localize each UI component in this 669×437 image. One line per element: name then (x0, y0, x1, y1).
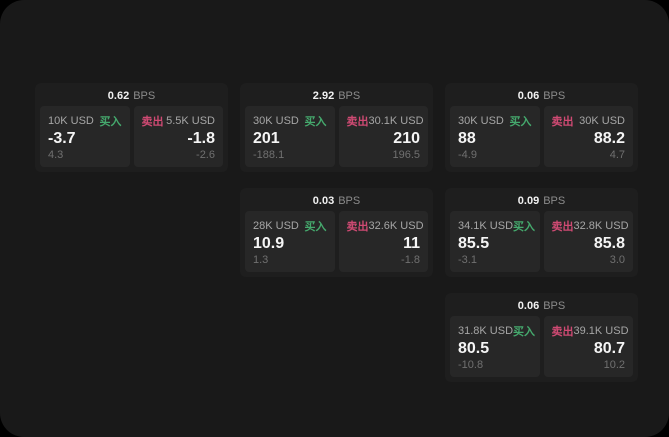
buy-delta: -3.1 (458, 254, 477, 266)
sell-side-label: 卖出 (551, 221, 574, 233)
buy-size: 30K USD (458, 115, 504, 127)
sell-side-label: 卖出 (346, 221, 369, 233)
quote-card: 0.06 BPS 30K USD 买入 88 -4.9 卖出 30K USD 8… (445, 83, 638, 172)
bps-unit-label: BPS (543, 299, 566, 312)
buy-side-label: 买入 (509, 116, 532, 128)
buy-price: -3.7 (48, 130, 76, 147)
bps-header: 0.62 BPS (35, 83, 228, 106)
buy-panel[interactable]: 34.1K USD 买入 85.5 -3.1 (450, 211, 540, 272)
sell-size: 32.8K USD (573, 220, 629, 232)
quote-card: 0.09 BPS 34.1K USD 买入 85.5 -3.1 卖出 32.8K… (445, 188, 638, 277)
bps-unit-label: BPS (133, 89, 156, 102)
bps-value: 0.09 (517, 194, 540, 207)
sell-panel[interactable]: 卖出 5.5K USD -1.8 -2.6 (133, 106, 223, 167)
buy-price: 80.5 (458, 340, 490, 357)
buy-price: 88 (458, 130, 476, 147)
bps-header: 0.09 BPS (445, 188, 638, 211)
quote-card: 0.62 BPS 10K USD 买入 -3.7 4.3 卖出 5.5K USD… (35, 83, 228, 172)
bps-value: 0.03 (312, 194, 335, 207)
sell-size: 5.5K USD (166, 115, 215, 127)
sell-price: 88.2 (593, 130, 625, 147)
sell-price: 80.7 (593, 340, 625, 357)
sell-delta: -1.8 (401, 254, 420, 266)
buy-side-label: 买入 (304, 221, 327, 233)
sell-panel[interactable]: 卖出 30K USD 88.2 4.7 (543, 106, 633, 167)
bps-unit-label: BPS (543, 89, 566, 102)
sell-panel[interactable]: 卖出 39.1K USD 80.7 10.2 (543, 316, 633, 377)
buy-size: 34.1K USD (458, 220, 514, 232)
sell-side-label: 卖出 (346, 116, 369, 128)
sell-size: 39.1K USD (573, 325, 629, 337)
buy-side-label: 买入 (513, 221, 536, 233)
bps-value: 2.92 (312, 89, 335, 102)
sell-panel[interactable]: 卖出 32.6K USD 11 -1.8 (338, 211, 428, 272)
sell-side-label: 卖出 (551, 116, 574, 128)
buy-price: 10.9 (253, 235, 285, 252)
sell-panel[interactable]: 卖出 30.1K USD 210 196.5 (338, 106, 428, 167)
sell-price: -1.8 (187, 130, 215, 147)
quote-card: 2.92 BPS 30K USD 买入 201 -188.1 卖出 30.1K … (240, 83, 433, 172)
buy-panel[interactable]: 30K USD 买入 88 -4.9 (450, 106, 540, 167)
sell-side-label: 卖出 (551, 326, 574, 338)
quote-card: 0.06 BPS 31.8K USD 买入 80.5 -10.8 卖出 39.1… (445, 293, 638, 382)
buy-size: 31.8K USD (458, 325, 514, 337)
sell-size: 30.1K USD (368, 115, 424, 127)
quote-card: 0.03 BPS 28K USD 买入 10.9 1.3 卖出 32.6K US… (240, 188, 433, 277)
bps-unit-label: BPS (543, 194, 566, 207)
buy-size: 30K USD (253, 115, 299, 127)
buy-panel[interactable]: 31.8K USD 买入 80.5 -10.8 (450, 316, 540, 377)
sell-price: 11 (403, 235, 420, 252)
sell-side-label: 卖出 (141, 116, 164, 128)
sell-size: 32.6K USD (368, 220, 424, 232)
buy-side-label: 买入 (99, 116, 122, 128)
bps-unit-label: BPS (338, 89, 361, 102)
sell-size: 30K USD (579, 115, 625, 127)
bps-unit-label: BPS (338, 194, 361, 207)
bps-header: 0.06 BPS (445, 83, 638, 106)
buy-delta: -188.1 (253, 149, 285, 161)
buy-panel[interactable]: 10K USD 买入 -3.7 4.3 (40, 106, 130, 167)
sell-delta: 10.2 (603, 359, 625, 371)
sell-delta: 196.5 (392, 149, 420, 161)
buy-side-label: 买入 (304, 116, 327, 128)
buy-panel[interactable]: 28K USD 买入 10.9 1.3 (245, 211, 335, 272)
bps-value: 0.06 (517, 299, 540, 312)
buy-size: 10K USD (48, 115, 94, 127)
buy-panel[interactable]: 30K USD 买入 201 -188.1 (245, 106, 335, 167)
sell-delta: 3.0 (609, 254, 625, 266)
buy-size: 28K USD (253, 220, 299, 232)
buy-side-label: 买入 (513, 326, 536, 338)
buy-delta: -10.8 (458, 359, 484, 371)
bps-header: 0.06 BPS (445, 293, 638, 316)
buy-delta: 4.3 (48, 149, 64, 161)
bps-value: 0.62 (107, 89, 130, 102)
bps-header: 2.92 BPS (240, 83, 433, 106)
buy-price: 201 (253, 130, 280, 147)
buy-delta: -4.9 (458, 149, 477, 161)
sell-delta: 4.7 (609, 149, 625, 161)
buy-delta: 1.3 (253, 254, 269, 266)
bps-value: 0.06 (517, 89, 540, 102)
bps-header: 0.03 BPS (240, 188, 433, 211)
buy-price: 85.5 (458, 235, 490, 252)
sell-price: 85.8 (593, 235, 625, 252)
sell-delta: -2.6 (196, 149, 215, 161)
sell-panel[interactable]: 卖出 32.8K USD 85.8 3.0 (543, 211, 633, 272)
sell-price: 210 (393, 130, 420, 147)
